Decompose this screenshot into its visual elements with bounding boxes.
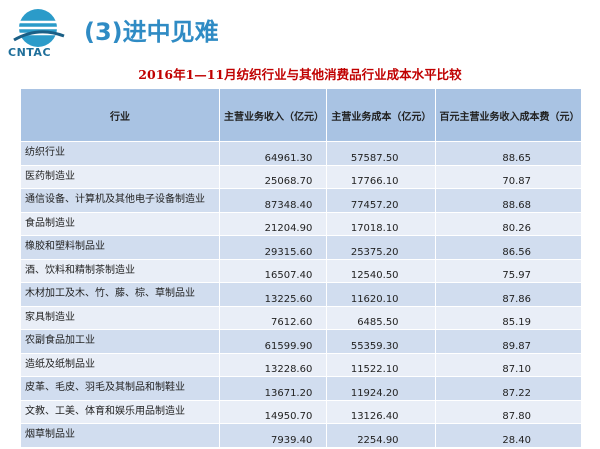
value-cell: 2254.90 <box>326 423 436 448</box>
page-title: (3)进中见难 <box>84 18 219 46</box>
value-cell: 64961.30 <box>218 141 328 166</box>
table-row: 通信设备、计算机及其他电子设备制造业 87348.40 77457.20 88.68 <box>20 188 583 213</box>
value-cell: 28.40 <box>434 423 583 448</box>
table-row: 皮革、毛皮、羽毛及其制品和制鞋业 13671.20 11924.20 87.22 <box>20 376 583 401</box>
industry-cell: 家具制造业 <box>20 305 220 330</box>
value-cell: 13225.60 <box>218 282 328 307</box>
value-cell: 13671.20 <box>218 376 328 401</box>
industry-cell: 造纸及纸制品业 <box>20 352 220 377</box>
value-cell: 88.65 <box>434 141 583 166</box>
column-header: 百元主营业务收入成本费（元） <box>434 88 583 142</box>
value-cell: 21204.90 <box>218 211 328 236</box>
industry-cell: 橡胶和塑料制品业 <box>20 235 220 260</box>
value-cell: 85.19 <box>434 305 583 330</box>
table-row: 造纸及纸制品业 13228.60 11522.10 87.10 <box>20 352 583 377</box>
table-row: 食品制造业 21204.90 17018.10 80.26 <box>20 211 583 236</box>
industry-cell: 烟草制品业 <box>20 423 220 448</box>
data-table: 行业 主营业务收入（亿元） 主营业务成本（亿元） 百元主营业务收入成本费（元） 纺织行业… <box>20 88 583 448</box>
industry-cell: 纺织行业 <box>20 141 220 166</box>
value-cell: 25375.20 <box>326 235 436 260</box>
industry-cell: 木材加工及木、竹、藤、棕、草制品业 <box>20 282 220 307</box>
table-row: 文教、工美、体育和娱乐用品制造业 14950.70 13126.40 87.80 <box>20 399 583 424</box>
value-cell: 7612.60 <box>218 305 328 330</box>
value-cell: 80.26 <box>434 211 583 236</box>
industry-cell: 食品制造业 <box>20 211 220 236</box>
value-cell: 12540.50 <box>326 258 436 283</box>
value-cell: 55359.30 <box>326 329 436 354</box>
column-header: 主营业务成本（亿元） <box>326 88 436 142</box>
value-cell: 86.56 <box>434 235 583 260</box>
value-cell: 13228.60 <box>218 352 328 377</box>
value-cell: 87.10 <box>434 352 583 377</box>
value-cell: 57587.50 <box>326 141 436 166</box>
value-cell: 70.87 <box>434 164 583 189</box>
table-row: 橡胶和塑料制品业 29315.60 25375.20 86.56 <box>20 235 583 260</box>
table-row: 酒、饮料和精制茶制造业 16507.40 12540.50 75.97 <box>20 258 583 283</box>
value-cell: 75.97 <box>434 258 583 283</box>
industry-cell: 文教、工美、体育和娱乐用品制造业 <box>20 399 220 424</box>
logo-swoosh <box>13 30 65 42</box>
value-cell: 77457.20 <box>326 188 436 213</box>
table-row: 木材加工及木、竹、藤、棕、草制品业 13225.60 11620.10 87.86 <box>20 282 583 307</box>
value-cell: 87.86 <box>434 282 583 307</box>
table-title: 2016年1—11月纺织行业与其他消费品行业成本水平比较 <box>138 67 462 82</box>
value-cell: 29315.60 <box>218 235 328 260</box>
value-cell: 87.80 <box>434 399 583 424</box>
value-cell: 14950.70 <box>218 399 328 424</box>
column-header: 主营业务收入（亿元） <box>218 88 328 142</box>
logo <box>13 9 65 47</box>
header-row: 行业 主营业务收入（亿元） 主营业务成本（亿元） 百元主营业务收入成本费（元） <box>20 88 583 142</box>
industry-cell: 皮革、毛皮、羽毛及其制品和制鞋业 <box>20 376 220 401</box>
value-cell: 13126.40 <box>326 399 436 424</box>
value-cell: 17766.10 <box>326 164 436 189</box>
value-cell: 16507.40 <box>218 258 328 283</box>
column-header: 行业 <box>20 88 220 142</box>
table-row: 纺织行业 64961.30 57587.50 88.65 <box>20 141 583 166</box>
value-cell: 87.22 <box>434 376 583 401</box>
value-cell: 88.68 <box>434 188 583 213</box>
industry-cell: 酒、饮料和精制茶制造业 <box>20 258 220 283</box>
table-row: 农副食品加工业 61599.90 55359.30 89.87 <box>20 329 583 354</box>
value-cell: 6485.50 <box>326 305 436 330</box>
value-cell: 11522.10 <box>326 352 436 377</box>
table-row: 家具制造业 7612.60 6485.50 85.19 <box>20 305 583 330</box>
table-row: 医药制造业 25068.70 17766.10 70.87 <box>20 164 583 189</box>
table-row: 烟草制品业 7939.40 2254.90 28.40 <box>20 423 583 448</box>
value-cell: 17018.10 <box>326 211 436 236</box>
value-cell: 25068.70 <box>218 164 328 189</box>
industry-cell: 医药制造业 <box>20 164 220 189</box>
industry-cell: 农副食品加工业 <box>20 329 220 354</box>
value-cell: 7939.40 <box>218 423 328 448</box>
value-cell: 89.87 <box>434 329 583 354</box>
value-cell: 61599.90 <box>218 329 328 354</box>
value-cell: 87348.40 <box>218 188 328 213</box>
value-cell: 11620.10 <box>326 282 436 307</box>
logo-text: CNTAC <box>8 46 52 59</box>
value-cell: 11924.20 <box>326 376 436 401</box>
industry-cell: 通信设备、计算机及其他电子设备制造业 <box>20 188 220 213</box>
